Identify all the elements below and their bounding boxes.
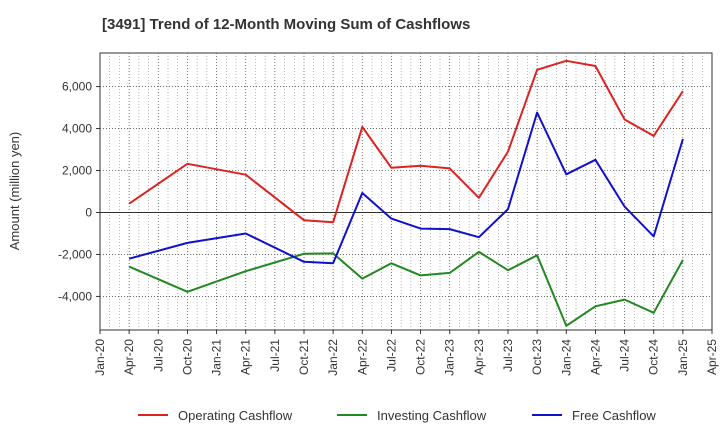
y-tick-label: 4,000 <box>62 122 92 136</box>
y-tick-label: 6,000 <box>62 80 92 94</box>
legend: Operating Cashflow Investing Cashflow Free… <box>138 408 656 423</box>
x-axis-ticks: Jan-20 Apr-20 Jul-20 Oct-20 Jan-21 Apr-21 Jul-… <box>93 330 719 376</box>
x-tick-label: Apr-24 <box>588 339 602 375</box>
x-tick-label: Jul-20 <box>151 339 165 372</box>
x-tick-label: Apr-20 <box>122 339 136 375</box>
x-tick-label: Oct-23 <box>530 339 544 375</box>
x-tick-label: Jan-25 <box>676 339 690 376</box>
x-tick-label: Apr-21 <box>239 339 253 375</box>
series-line-investing-cashflow <box>128 250 684 327</box>
chart-title: [3491] Trend of 12-Month Moving Sum of C… <box>102 16 470 33</box>
plot-area <box>99 52 713 331</box>
y-axis-ticks: -4,000 -2,000 0 2,000 4,000 6,000 <box>58 80 100 303</box>
legend-label: Investing Cashflow <box>377 408 487 423</box>
x-tick-label: Jan-22 <box>326 339 340 376</box>
x-tick-label: Apr-25 <box>705 339 719 375</box>
x-tick-label: Jul-23 <box>501 339 515 372</box>
y-axis-label: Amount (million yen) <box>7 132 22 251</box>
x-tick-label: Oct-22 <box>414 339 428 375</box>
y-tick-label: 0 <box>85 205 92 219</box>
x-tick-label: Jan-23 <box>443 339 457 376</box>
x-tick-label: Jan-20 <box>93 339 107 376</box>
series-line-free-cashflow <box>128 111 684 265</box>
x-tick-label: Oct-21 <box>297 339 311 375</box>
x-tick-label: Jan-24 <box>559 339 573 376</box>
x-tick-label: Jan-21 <box>210 339 224 376</box>
y-tick-label: -4,000 <box>58 289 92 303</box>
x-tick-label: Jul-24 <box>618 339 632 372</box>
x-tick-label: Jul-22 <box>384 339 398 372</box>
series-lines <box>128 59 684 327</box>
x-tick-label: Oct-24 <box>647 339 661 375</box>
x-tick-label: Jul-21 <box>268 339 282 372</box>
legend-label: Free Cashflow <box>572 408 656 423</box>
y-tick-label: -2,000 <box>58 247 92 261</box>
x-tick-label: Apr-22 <box>355 339 369 375</box>
x-tick-label: Apr-23 <box>472 339 486 375</box>
series-line-operating-cashflow <box>128 59 684 224</box>
x-tick-label: Oct-20 <box>180 339 194 375</box>
y-tick-label: 2,000 <box>62 164 92 178</box>
legend-label: Operating Cashflow <box>178 408 293 423</box>
